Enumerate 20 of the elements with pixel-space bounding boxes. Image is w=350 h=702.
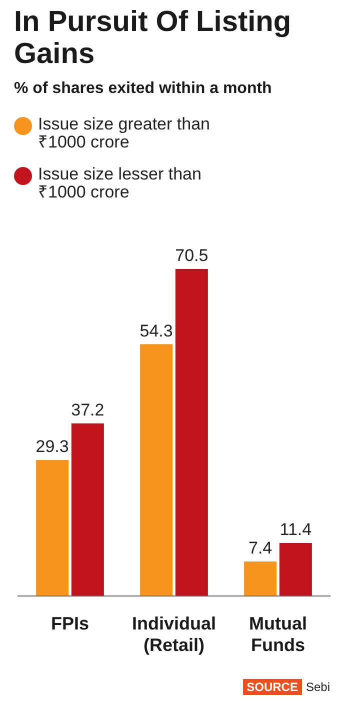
source-note: SOURCE Sebi bbox=[246, 679, 330, 695]
bar bbox=[71, 423, 104, 596]
data-label: 37.2 bbox=[71, 400, 104, 420]
bar bbox=[279, 542, 312, 596]
data-label: 7.4 bbox=[248, 538, 272, 558]
bar bbox=[244, 562, 277, 596]
bar bbox=[140, 344, 173, 596]
chart-title: In Pursuit Of Listing Gains bbox=[14, 6, 292, 70]
data-label: 29.3 bbox=[36, 437, 69, 456]
bar bbox=[36, 460, 69, 596]
bar bbox=[175, 269, 208, 596]
x-tick-label: Mutual Funds bbox=[249, 614, 307, 656]
legend-label: Issue size lesser than ₹1000 crore bbox=[38, 164, 202, 202]
chart-subtitle: % of shares exited within a month bbox=[14, 80, 272, 98]
data-label: 54.3 bbox=[140, 321, 173, 340]
x-tick-label: Individual (Retail) bbox=[132, 614, 216, 656]
x-tick-label: FPIs bbox=[50, 614, 90, 634]
data-label: 11.4 bbox=[280, 520, 312, 540]
legend-label: Issue size greater than ₹1000 crore bbox=[38, 114, 210, 152]
data-label: 70.5 bbox=[175, 246, 208, 266]
